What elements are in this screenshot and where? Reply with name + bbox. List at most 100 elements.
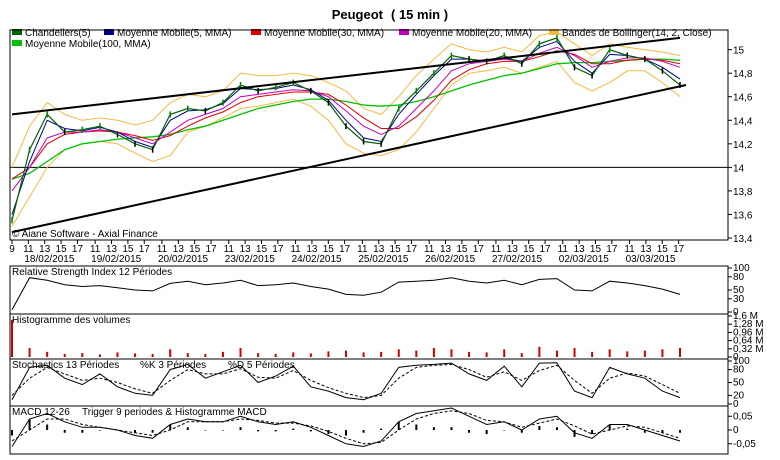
- macd-tick-label: -0,05: [733, 439, 756, 450]
- macd-histogram-bar: [432, 427, 435, 430]
- price-tick-label: 14: [733, 163, 745, 174]
- watermark: © Aiane Software - Axial Finance: [12, 229, 158, 240]
- hour-tick-label: 17: [673, 244, 685, 255]
- stochastics-d-label: %D 5 Périodes: [228, 360, 295, 371]
- hour-tick-label: 15: [523, 244, 535, 255]
- macd-histogram-bar: [239, 427, 242, 430]
- macd-histogram-bar: [345, 430, 347, 436]
- legend-swatch-ma100: [12, 40, 22, 46]
- rsi-panel-label: Relative Strength Index 12 Périodes: [12, 267, 172, 278]
- hour-tick-label: 17: [72, 244, 84, 255]
- hour-tick-label: 17: [606, 244, 618, 255]
- hour-tick-label: 11: [357, 244, 368, 255]
- hour-tick-label: 13: [574, 244, 586, 255]
- bollinger-lower-line: [11, 60, 681, 227]
- stochastics-tick-label: 0: [733, 399, 739, 410]
- price-tick-label: 13,6: [733, 210, 753, 221]
- macd-histogram-bar: [626, 428, 629, 430]
- legend-swatch-ma5: [104, 29, 114, 35]
- macd-histogram-bar: [292, 428, 295, 430]
- macd-histogram-bar: [573, 430, 576, 437]
- date-tick-label: 19/02/2015: [91, 254, 141, 265]
- stochastics-panel-label: Stochastics 13 Périodes: [12, 360, 119, 371]
- volume-bar: [239, 348, 242, 357]
- date-tick-label: 23/02/2015: [225, 254, 275, 265]
- volume-bar: [432, 348, 435, 357]
- hour-tick-label: 11: [23, 244, 34, 255]
- macd-histogram-bar: [380, 428, 383, 430]
- volume-tick-label: 0: [733, 352, 739, 363]
- macd-histogram-bar: [503, 430, 506, 431]
- stochastics-tick-label: 80: [733, 365, 745, 376]
- macd-histogram-bar: [679, 430, 681, 433]
- hour-tick-label: 15: [122, 244, 134, 255]
- macd-histogram-bar: [257, 430, 260, 432]
- channel-upper-trendline: [11, 36, 681, 116]
- legend-swatch-ma30: [251, 29, 261, 35]
- macd-histogram-bar: [46, 424, 49, 430]
- legend-item-ma20: Moyenne Mobile(20, MMA): [412, 28, 532, 39]
- hour-tick-label: 17: [272, 244, 284, 255]
- bollinger-upper-line: [11, 31, 681, 168]
- volume-bar: [468, 351, 471, 357]
- volume-bar: [573, 348, 576, 357]
- volume-bar: [186, 353, 189, 357]
- stochastics-tick-label: 50: [733, 378, 745, 389]
- hour-tick-label: 13: [39, 244, 51, 255]
- channel-lower-trendline: [11, 83, 687, 234]
- price-tick-label: 13,4: [733, 234, 753, 245]
- hour-tick-label: 17: [206, 244, 218, 255]
- hour-tick-label: 11: [90, 244, 101, 255]
- hour-tick-label: 13: [106, 244, 118, 255]
- macd-histogram-bar: [661, 430, 664, 433]
- chart-subtitle: ( 15 min ): [391, 7, 448, 22]
- legend-item-candles: Chandeliers(5): [25, 28, 91, 39]
- hour-tick-label: 15: [189, 244, 201, 255]
- macd-histogram-bar: [98, 430, 101, 431]
- indicator-panels: Relative Strength Index 12 Périodes Hist…: [9, 265, 729, 455]
- volume-bar: [11, 319, 13, 357]
- macd-tick-label: 0: [733, 425, 739, 436]
- macd-histogram-bar: [643, 430, 646, 433]
- volume-bar: [397, 349, 400, 357]
- macd-histogram-bar: [415, 424, 418, 430]
- rsi-line: [11, 277, 681, 311]
- date-tick-label: 24/02/2015: [292, 254, 342, 265]
- macd-histogram-bar: [11, 430, 13, 436]
- macd-histogram-bar: [327, 430, 330, 435]
- hour-tick-label: 11: [491, 244, 502, 255]
- macd-histogram-bar: [151, 430, 154, 433]
- ma20-line: [11, 46, 681, 192]
- volume-bar: [257, 353, 260, 357]
- hour-tick-label: 13: [640, 244, 652, 255]
- rsi-tick-label: 50: [733, 285, 745, 296]
- volume-bar: [626, 351, 629, 357]
- hour-tick-label: 17: [406, 244, 418, 255]
- rsi-tick-label: 80: [733, 272, 745, 283]
- price-tick-label: 14,6: [733, 93, 753, 104]
- hour-tick-label: 15: [390, 244, 402, 255]
- macd-histogram-bar: [538, 425, 541, 430]
- volume-tick-label: 1,6 M: [733, 311, 758, 322]
- price-tick-label: 14,8: [733, 69, 753, 80]
- volume-bar: [292, 352, 295, 357]
- price-grid: [10, 49, 732, 239]
- legend: Chandeliers(5) Moyenne Mobile(5, MMA) Mo…: [12, 28, 712, 50]
- macd-histogram-bar: [468, 430, 471, 433]
- stochastics-tick-label: 100: [733, 356, 750, 367]
- hour-tick-label: 17: [473, 244, 485, 255]
- price-tick-label: 14,2: [733, 140, 753, 151]
- volume-bar: [151, 353, 154, 357]
- volume-bar: [204, 353, 207, 357]
- hour-tick-label: 13: [306, 244, 318, 255]
- hour-tick-label: 13: [373, 244, 385, 255]
- hour-tick-label: 17: [339, 244, 351, 255]
- volume-bar: [555, 350, 558, 357]
- hour-tick-label: 11: [224, 244, 235, 255]
- macd-panel-label: MACD 12-26: [12, 407, 70, 418]
- volume-bar: [28, 348, 31, 357]
- legend-swatch-bollinger: [549, 29, 559, 35]
